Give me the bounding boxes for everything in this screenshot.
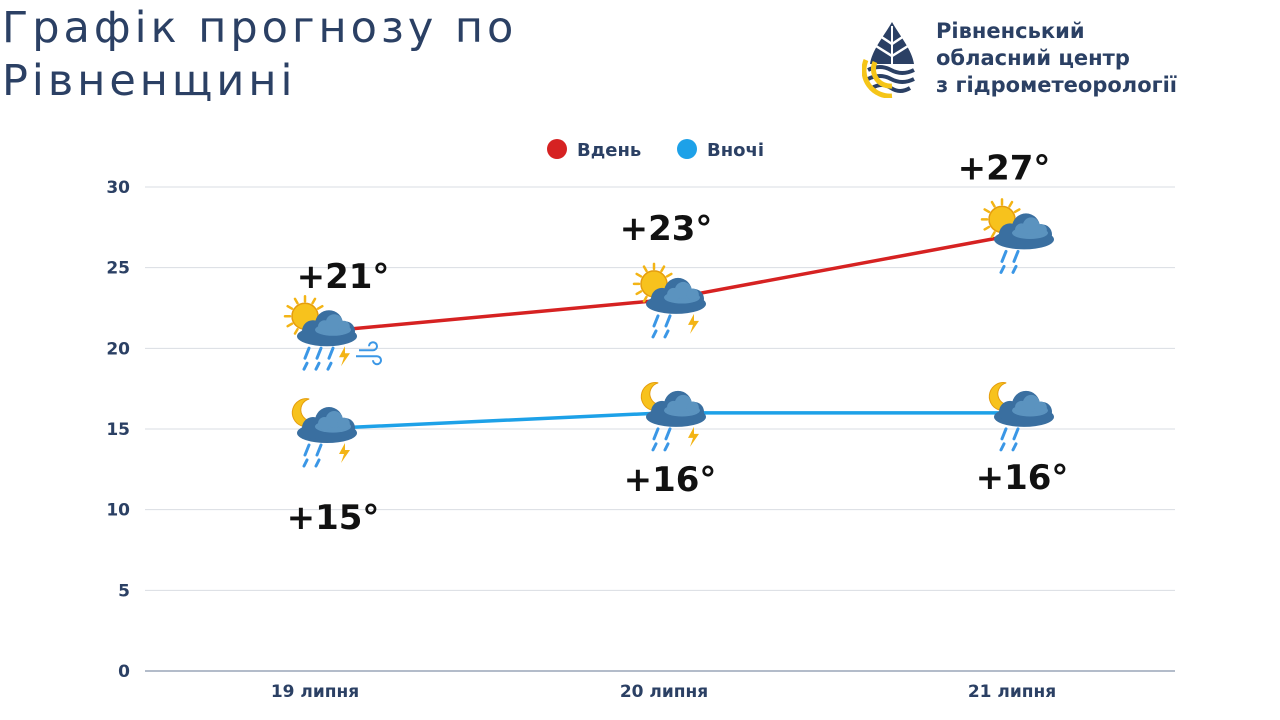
organization-name-line-1: Рівненський xyxy=(936,19,1085,43)
page-title-line-1: Графік прогнозу по xyxy=(2,3,518,53)
y-tick-label: 10 xyxy=(106,501,130,521)
data-label: +16° xyxy=(976,458,1069,498)
moon-cloud-rain-thunder-icon xyxy=(291,398,357,468)
moon-cloud-rain-icon xyxy=(988,382,1054,452)
page-title-line-2: Рівненщині xyxy=(2,56,297,106)
sun-cloud-rain-thunder-icon xyxy=(632,262,706,339)
organization-name-line-2: обласний центр xyxy=(936,46,1130,70)
moon-cloud-rain-thunder-icon xyxy=(640,382,706,452)
y-tick-label: 0 xyxy=(118,662,130,682)
data-label: +27° xyxy=(958,148,1051,188)
sun-cloud-rain-icon xyxy=(980,198,1054,274)
y-tick-label: 25 xyxy=(106,259,130,279)
page-title: Графік прогнозу по Рівненщині xyxy=(2,2,517,108)
sun-cloud-rain-thunder-wind-icon xyxy=(283,294,382,371)
data-label: +21° xyxy=(297,257,390,297)
organization-name-line-3: з гідрометеорології xyxy=(936,73,1177,97)
organization-block: Рівненський обласний центр з гідрометеор… xyxy=(862,18,1262,102)
legend-label: Вночі xyxy=(707,140,764,161)
y-tick-label: 15 xyxy=(106,420,130,440)
y-tick-label: 5 xyxy=(118,581,130,601)
legend-label: Вдень xyxy=(577,140,641,161)
data-label: +15° xyxy=(287,498,380,538)
x-category-label: 21 липня xyxy=(968,682,1056,702)
y-tick-label: 30 xyxy=(106,178,130,198)
x-category-label: 19 липня xyxy=(271,682,359,702)
organization-name: Рівненський обласний центр з гідрометеор… xyxy=(936,18,1177,99)
legend-marker xyxy=(547,139,567,159)
water-drop-leaf-icon xyxy=(862,22,915,98)
x-category-label: 20 липня xyxy=(620,682,708,702)
legend-marker xyxy=(677,139,697,159)
y-tick-label: 20 xyxy=(106,339,130,359)
data-label: +16° xyxy=(624,460,717,500)
data-label: +23° xyxy=(620,209,713,249)
